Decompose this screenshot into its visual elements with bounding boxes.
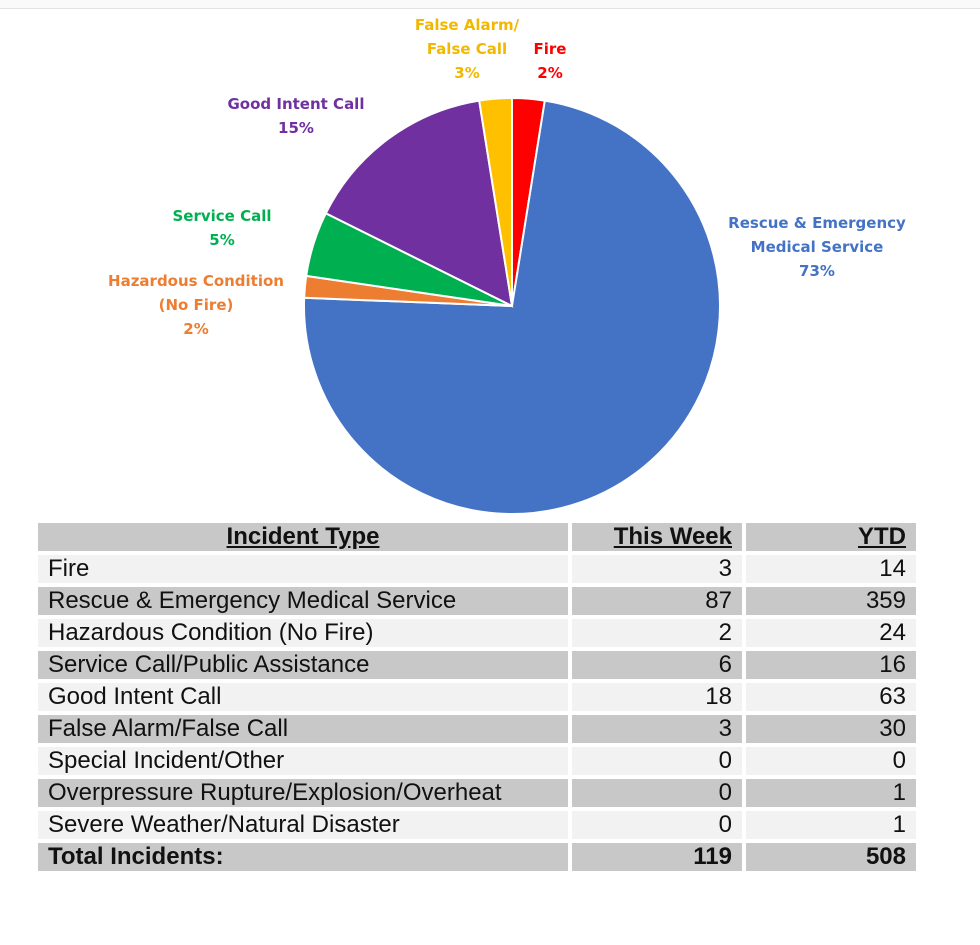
pie-label-false-alarm-false-call: False Alarm/False Call 3% [415, 16, 520, 82]
total-label: Total Incidents: [38, 843, 568, 871]
row-type: Overpressure Rupture/Explosion/Overheat [38, 779, 568, 807]
table-row: Severe Weather/Natural Disaster 0 1 [38, 811, 916, 839]
row-ytd: 24 [746, 619, 916, 647]
row-ytd: 0 [746, 747, 916, 775]
header-incident-type: Incident Type [38, 523, 568, 551]
pie-label-good-intent-call: Good Intent Call 15% [228, 95, 365, 137]
row-this-week: 3 [572, 715, 742, 743]
table-row: Fire 3 14 [38, 555, 916, 583]
incident-pie-chart: Fire 2% Rescue & Emergency Medical Service 7… [108, 16, 906, 515]
pie-slice-false-alarm-false-call [478, 96, 513, 307]
table-row: Hazardous Condition (No Fire) 2 24 [38, 619, 916, 647]
incident-table: Incident Type This Week YTD Fire 3 14 Re… [34, 519, 920, 875]
row-type: Good Intent Call [38, 683, 568, 711]
top-border [0, 0, 980, 9]
table-row: Service Call/Public Assistance 6 16 [38, 651, 916, 679]
row-this-week: 0 [572, 747, 742, 775]
row-ytd: 1 [746, 811, 916, 839]
table-row: Good Intent Call 18 63 [38, 683, 916, 711]
row-type: Special Incident/Other [38, 747, 568, 775]
table-row: Special Incident/Other 0 0 [38, 747, 916, 775]
total-this-week: 119 [572, 843, 742, 871]
row-type: Hazardous Condition (No Fire) [38, 619, 568, 647]
pie-slice-good-intent-call [324, 99, 514, 308]
pie-label-service-call: Service Call 5% [173, 207, 272, 249]
pie-slice-rescue-emergency-medical-service [303, 99, 721, 515]
header-ytd: YTD [746, 523, 916, 551]
header-this-week: This Week [572, 523, 742, 551]
row-this-week: 0 [572, 779, 742, 807]
table-header-row: Incident Type This Week YTD [38, 523, 916, 551]
row-type: Rescue & Emergency Medical Service [38, 587, 568, 615]
pie-label-hazardous-condition-no-fire: Hazardous Condition (No Fire) 2% [108, 272, 284, 338]
row-ytd: 1 [746, 779, 916, 807]
row-ytd: 30 [746, 715, 916, 743]
row-type: False Alarm/False Call [38, 715, 568, 743]
row-type: Fire [38, 555, 568, 583]
table-row: Rescue & Emergency Medical Service 87 35… [38, 587, 916, 615]
table-total-row: Total Incidents: 119 508 [38, 843, 916, 871]
pie-label-rescue-emergency-medical-service: Rescue & Emergency Medical Service 73% [728, 214, 906, 280]
row-type: Service Call/Public Assistance [38, 651, 568, 679]
row-type: Severe Weather/Natural Disaster [38, 811, 568, 839]
row-this-week: 2 [572, 619, 742, 647]
table-row: Overpressure Rupture/Explosion/Overheat … [38, 779, 916, 807]
row-ytd: 63 [746, 683, 916, 711]
row-this-week: 0 [572, 811, 742, 839]
row-ytd: 14 [746, 555, 916, 583]
row-this-week: 6 [572, 651, 742, 679]
row-ytd: 16 [746, 651, 916, 679]
row-this-week: 87 [572, 587, 742, 615]
row-this-week: 3 [572, 555, 742, 583]
row-this-week: 18 [572, 683, 742, 711]
total-ytd: 508 [746, 843, 916, 871]
pie-label-fire: Fire 2% [534, 40, 567, 82]
row-ytd: 359 [746, 587, 916, 615]
table-row: False Alarm/False Call 3 30 [38, 715, 916, 743]
